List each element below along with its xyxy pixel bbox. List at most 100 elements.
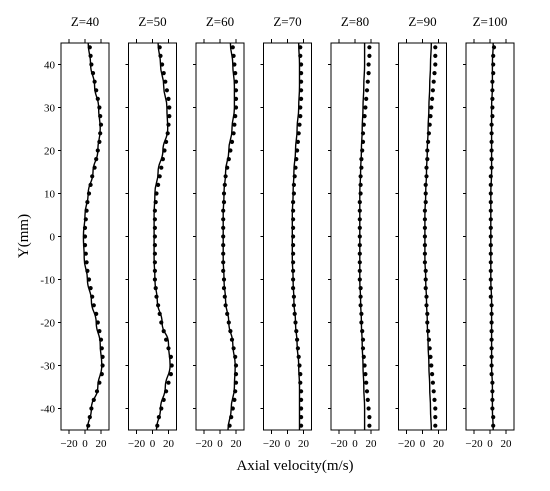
data-point xyxy=(360,131,366,136)
data-point xyxy=(97,380,102,385)
data-point xyxy=(83,217,88,222)
data-point xyxy=(489,303,494,308)
data-point xyxy=(156,415,161,420)
data-point xyxy=(488,268,493,273)
data-point xyxy=(357,260,362,265)
data-point xyxy=(157,174,162,179)
data-point xyxy=(298,372,303,377)
panel-title: Z=50 xyxy=(138,14,166,29)
data-point xyxy=(364,380,369,385)
data-point xyxy=(362,114,367,119)
data-point xyxy=(291,182,296,187)
data-point xyxy=(359,157,364,162)
x-tick-label: −20 xyxy=(128,438,146,450)
data-point xyxy=(168,372,173,377)
data-point xyxy=(167,105,172,110)
data-point xyxy=(490,88,495,93)
data-point xyxy=(490,406,495,411)
data-point xyxy=(363,372,368,377)
data-point xyxy=(229,337,235,342)
y-tick-label: -10 xyxy=(40,275,55,287)
data-point xyxy=(297,363,302,368)
data-point xyxy=(169,363,174,368)
data-point xyxy=(227,423,232,428)
data-point xyxy=(432,71,437,76)
x-tick-label: −20 xyxy=(263,438,281,450)
data-point xyxy=(165,131,170,136)
data-point xyxy=(163,79,168,84)
data-point xyxy=(298,53,303,59)
panel-title: Z=60 xyxy=(206,14,234,29)
data-point xyxy=(291,277,296,282)
data-point xyxy=(491,415,496,420)
data-point xyxy=(299,397,304,402)
data-point xyxy=(291,251,296,256)
data-point xyxy=(95,320,100,325)
data-point xyxy=(155,423,160,428)
data-point xyxy=(429,363,434,368)
data-point xyxy=(423,286,428,291)
data-point xyxy=(221,217,226,222)
data-point xyxy=(362,363,367,368)
data-point xyxy=(361,354,366,359)
data-point xyxy=(161,71,166,76)
data-point xyxy=(90,294,95,299)
data-point xyxy=(489,157,494,162)
data-point xyxy=(291,200,296,205)
x-tick-label: −20 xyxy=(330,438,348,450)
data-point xyxy=(291,234,296,239)
data-point xyxy=(221,286,227,291)
data-point xyxy=(164,389,169,394)
data-point xyxy=(233,96,239,101)
data-point xyxy=(423,182,428,187)
panel-frame xyxy=(263,42,312,431)
data-point xyxy=(488,174,493,179)
data-point xyxy=(299,406,304,411)
data-point xyxy=(90,174,95,179)
data-point xyxy=(225,311,230,316)
data-point xyxy=(430,372,435,377)
data-point xyxy=(152,243,157,248)
data-point xyxy=(366,62,371,67)
data-point xyxy=(489,372,494,377)
data-point xyxy=(221,225,226,230)
data-point xyxy=(357,234,362,239)
data-point xyxy=(229,415,234,420)
y-tick-label: -40 xyxy=(40,404,55,416)
data-point xyxy=(295,139,300,144)
data-point xyxy=(294,157,299,162)
x-tick-label: 20 xyxy=(298,438,310,450)
data-point xyxy=(88,182,93,187)
data-point xyxy=(153,200,158,205)
data-point xyxy=(97,105,102,110)
data-point xyxy=(158,53,163,59)
panel-frame xyxy=(195,42,245,431)
panel-title: Z=40 xyxy=(71,14,99,29)
data-point xyxy=(430,88,435,93)
data-point xyxy=(98,131,103,136)
data-point xyxy=(422,208,427,213)
data-point xyxy=(152,268,157,273)
data-point xyxy=(295,346,300,351)
data-point xyxy=(232,122,237,127)
data-point xyxy=(166,346,171,351)
data-point xyxy=(159,320,164,325)
data-point xyxy=(92,79,97,84)
data-point xyxy=(488,294,493,299)
data-point xyxy=(291,217,296,222)
data-point xyxy=(488,243,493,248)
y-tick-label: -30 xyxy=(40,361,55,373)
data-point xyxy=(233,79,239,84)
data-point xyxy=(229,139,235,144)
data-point xyxy=(422,217,427,222)
data-point xyxy=(152,234,157,239)
data-point xyxy=(357,225,362,230)
data-point xyxy=(86,423,91,428)
data-point xyxy=(291,286,296,291)
y-tick-label: 0 xyxy=(50,232,56,244)
data-point xyxy=(364,389,370,394)
data-point xyxy=(489,148,494,153)
data-point xyxy=(221,260,226,265)
data-point xyxy=(490,114,495,119)
data-point xyxy=(84,260,89,265)
